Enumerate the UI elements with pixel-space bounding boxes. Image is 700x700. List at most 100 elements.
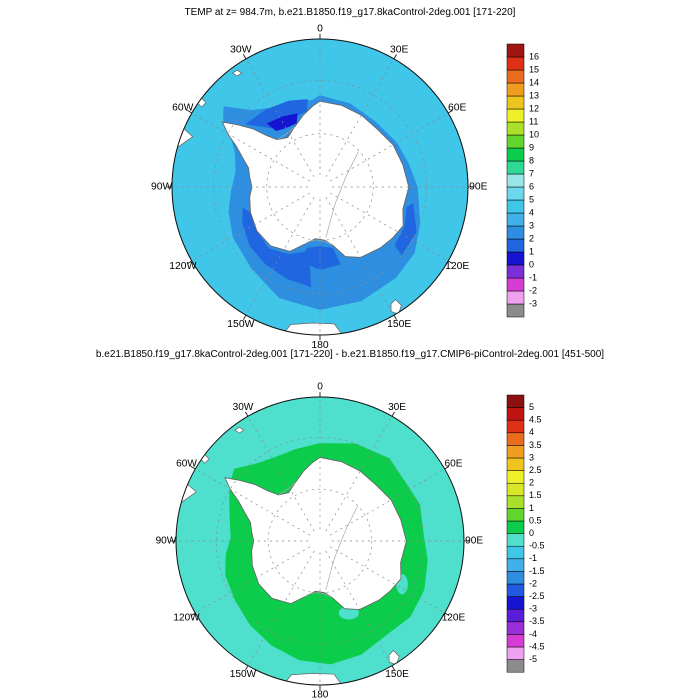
cold-band-region [242, 207, 312, 288]
cold-band-region [245, 99, 308, 129]
ocean-spot [338, 606, 359, 620]
lon-label-90W: 90W [151, 182, 173, 193]
latitude-circle [266, 133, 374, 241]
colorbar-tick-label: 12 [529, 103, 539, 113]
map-boundary-circle [175, 396, 465, 686]
cold-band-region [300, 246, 341, 270]
lon-tick [393, 314, 397, 320]
colorbar-box [506, 495, 525, 509]
colorbar-box [506, 199, 525, 214]
peripheral-land [232, 69, 243, 77]
colorbar-box [506, 558, 525, 572]
colorbar-box [506, 186, 525, 201]
colorbar-box [506, 571, 525, 585]
colorbar-box [506, 160, 525, 175]
colorbar-tick-label: 2.5 [529, 465, 542, 475]
colorbar-box [506, 445, 525, 459]
colorbar-tick-label: 0 [529, 528, 534, 538]
longitude-line [330, 192, 448, 261]
colorbar-tick-label: 8 [529, 155, 534, 165]
colorbar-tick-label: 13 [529, 90, 539, 100]
colorbar-box [506, 108, 525, 123]
lon-label-150W: 150W [230, 669, 257, 680]
ice-shelf-edge [304, 239, 333, 246]
colorbar-tick-label: 14 [529, 77, 539, 87]
peripheral-land [234, 426, 245, 434]
coldest-patch-region [266, 113, 298, 132]
colorbar-box [506, 432, 525, 446]
longitude-line [325, 550, 392, 666]
colorbar-tick-label: 6 [529, 181, 534, 191]
lon-label-150W: 150W [227, 319, 254, 330]
lon-tick [393, 54, 397, 60]
lon-label-90E: 90E [469, 182, 488, 193]
ice-shelf-edge [304, 592, 333, 598]
colorbar-tick-label: 0 [529, 259, 534, 269]
longitude-line [248, 416, 315, 532]
lon-label-180: 180 [312, 690, 329, 700]
lon-tick [444, 612, 450, 616]
cold-band-region [394, 203, 417, 256]
lon-label-150E: 150E [385, 669, 409, 680]
colorbar-tick-label: -4 [529, 629, 537, 639]
colorbar-box [506, 470, 525, 484]
lon-label-60E: 60E [448, 103, 467, 114]
colorbar-tick-label: 16 [529, 51, 539, 61]
colorbar-tick-label: -1 [529, 272, 537, 282]
colorbar-tick-label: 10 [529, 129, 539, 139]
lon-label-60W: 60W [176, 459, 197, 470]
ice-shelf-edge [325, 506, 358, 591]
colorbar-box [506, 457, 525, 471]
lon-tick [391, 665, 395, 671]
bottom-panel-title: b.e21.B1850.f19_g17.8kaControl-2deg.001 … [96, 349, 604, 360]
colorbar-tick-label: -3 [529, 298, 537, 308]
colorbar-tick-label: 5 [529, 402, 534, 412]
colorbar-tick-label: 2 [529, 478, 534, 488]
ice-shelf-edge [277, 126, 295, 140]
longitude-line [325, 197, 394, 315]
colorbar-box [506, 56, 525, 71]
colorbar-tick-label: 1 [529, 246, 534, 256]
colorbar-box [506, 545, 525, 560]
longitude-line [330, 113, 448, 182]
colorbar-box [506, 134, 525, 149]
colorbar-tick-label: 3 [529, 452, 534, 462]
colorbar-box [506, 419, 525, 434]
lon-tick [245, 665, 249, 671]
colorbar-box [506, 394, 525, 408]
colorbar-box [506, 608, 525, 623]
lon-tick [447, 109, 453, 114]
colorbar-tick-label: 1.5 [529, 490, 542, 500]
lon-tick [245, 411, 249, 417]
top-panel-title: TEMP at z= 984.7m, b.e21.B1850.f19_g17.8… [185, 7, 516, 18]
colorbar-tick-label: -1.5 [529, 566, 545, 576]
lon-tick [444, 466, 450, 470]
lon-label-30W: 30W [233, 402, 254, 413]
colorbar-tick-label: 3 [529, 220, 534, 230]
colorbar-box [506, 583, 525, 597]
lon-tick [190, 466, 196, 470]
lon-label-30E: 30E [388, 402, 406, 413]
colorbar-box [506, 251, 525, 266]
colorbar-box [506, 303, 525, 318]
top-map: 0 30E 60E 90E 120E 150E 180 150W 120W 90W 60W 30W [151, 23, 488, 351]
colorbar-box [506, 407, 525, 421]
lon-tick [187, 109, 193, 114]
colorbar-tick-label: -4.5 [529, 641, 545, 651]
lon-label-120W: 120W [173, 613, 200, 624]
lon-tick [190, 612, 196, 616]
longitude-line [246, 197, 315, 315]
colorbar-box [506, 264, 525, 279]
lon-tick [242, 54, 247, 60]
colorbar-box [506, 508, 525, 522]
lon-label-120E: 120E [442, 613, 466, 624]
longitude-line [195, 546, 311, 613]
colorbar-box [506, 173, 525, 188]
colorbar-tick-label: 4 [529, 427, 534, 437]
lon-label-90W: 90W [156, 536, 177, 547]
colorbar-box [506, 147, 525, 162]
colorbar-box [506, 520, 525, 534]
colorbar-tick-label: 4.5 [529, 415, 542, 425]
